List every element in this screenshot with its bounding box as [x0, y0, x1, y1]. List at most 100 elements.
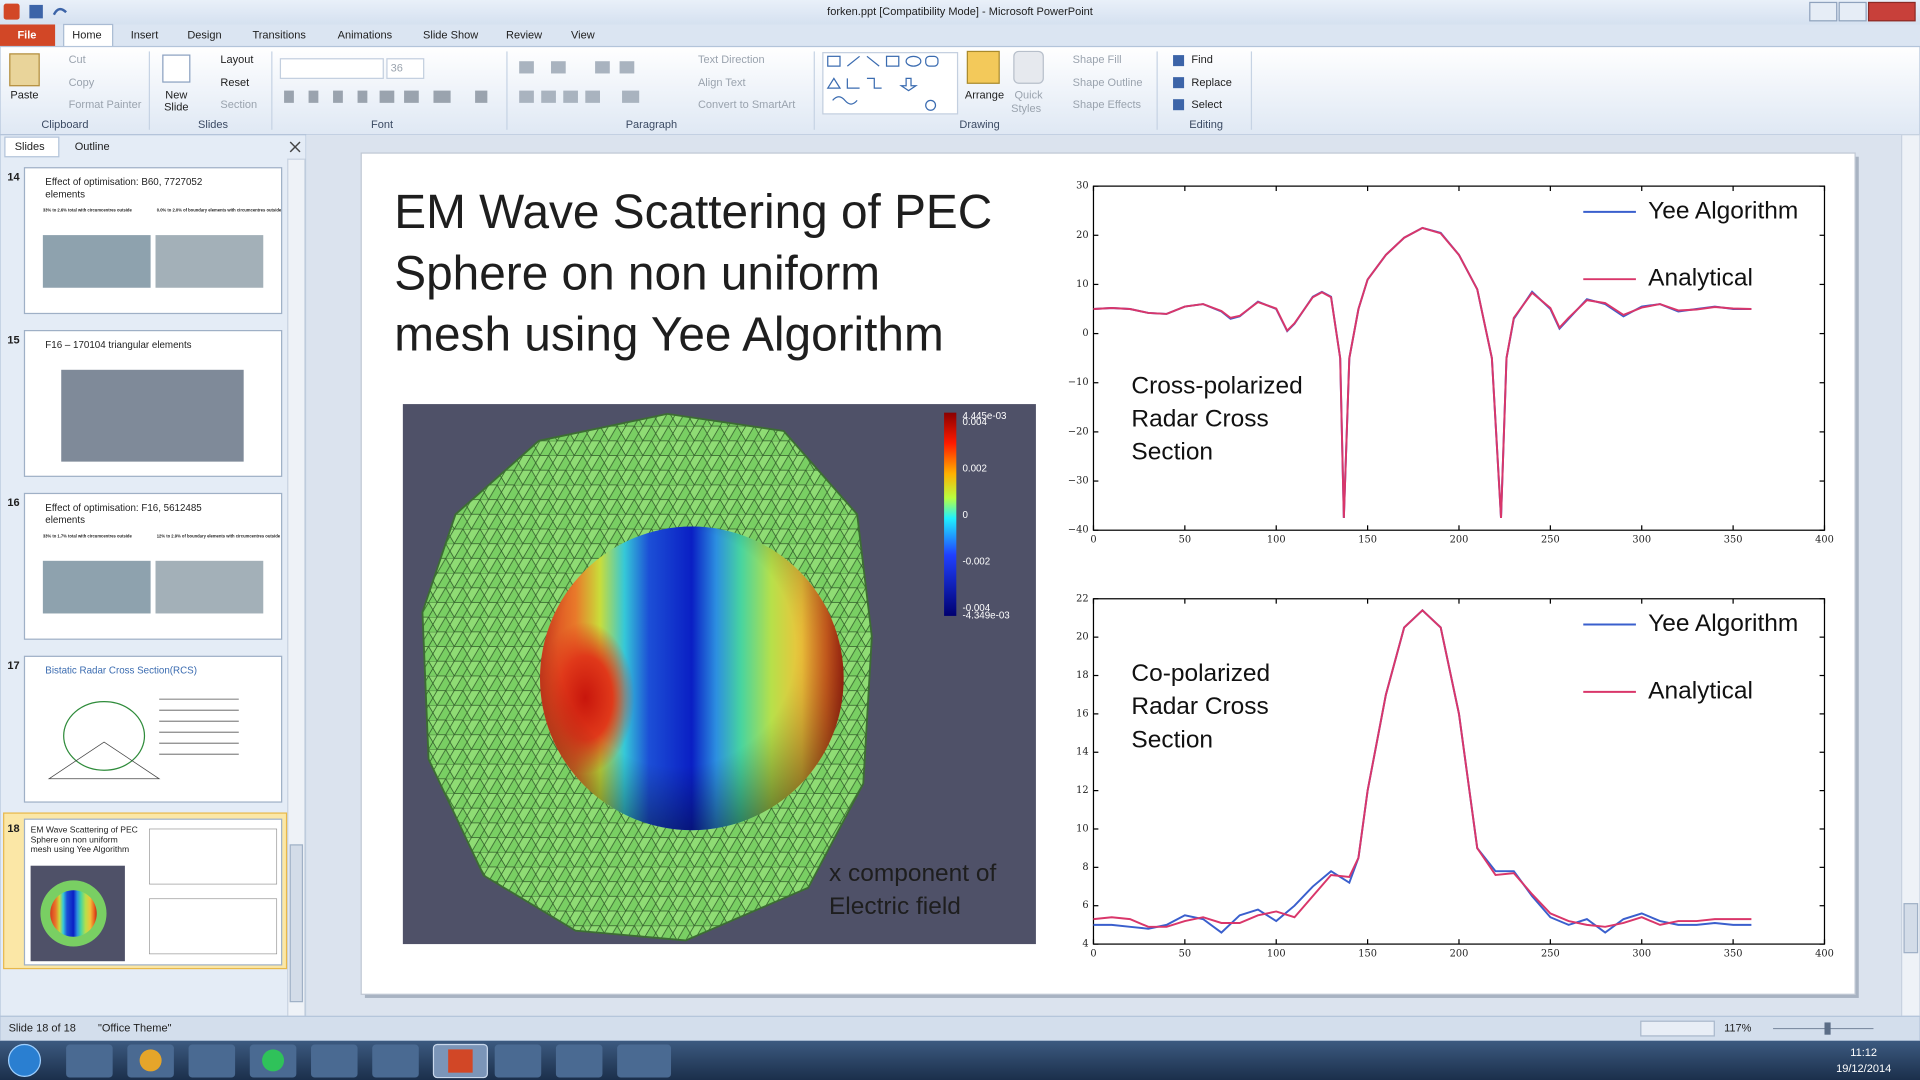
slide-thumbnail[interactable]: [23, 655, 283, 803]
chart-annotation: Co-polarized: [1131, 660, 1270, 687]
chart-annotation: Radar Cross: [1131, 405, 1268, 432]
format-painter-button[interactable]: Format Painter: [69, 99, 142, 111]
cut-button[interactable]: Cut: [69, 54, 86, 66]
group-label: Clipboard: [41, 119, 88, 131]
ribbon-tab[interactable]: Transitions: [252, 29, 306, 41]
font-size[interactable]: 36: [391, 62, 403, 74]
x-tick-label: 0: [1090, 535, 1096, 546]
image-caption: Electric field: [829, 893, 961, 920]
new-slide-label[interactable]: New: [165, 89, 187, 101]
clock-time[interactable]: 11:12: [1850, 1047, 1877, 1059]
thumbnail-title: elements: [45, 515, 85, 526]
ribbon-tab[interactable]: File: [17, 29, 36, 41]
thumbnail-image: [61, 369, 244, 462]
find-button[interactable]: Find: [1191, 54, 1212, 66]
clock-date[interactable]: 19/12/2014: [1836, 1063, 1891, 1075]
thumbnail-image: [42, 560, 151, 614]
x-tick-label: 50: [1179, 535, 1191, 546]
x-tick-label: 350: [1724, 948, 1743, 959]
reset-button[interactable]: Reset: [220, 77, 249, 89]
maximize-button[interactable]: [1838, 1, 1867, 22]
app-icon[interactable]: [3, 3, 20, 20]
ribbon-tab[interactable]: Insert: [131, 29, 159, 41]
chart-annotation: Section: [1131, 726, 1213, 753]
start-button[interactable]: [7, 1043, 42, 1077]
select-button[interactable]: Select: [1191, 99, 1222, 111]
quick-styles-icon[interactable]: [1013, 50, 1044, 84]
group-separators: [148, 51, 1253, 130]
x-tick-label: 100: [1267, 948, 1286, 959]
slide-number: 16: [7, 497, 19, 509]
slides-tab-bg: [4, 136, 60, 158]
view-buttons[interactable]: [1640, 1020, 1715, 1037]
outline-tab[interactable]: Outline: [75, 141, 110, 153]
thumbnail-title: Sphere on non uniform: [31, 834, 118, 844]
y-tick-label: −40: [1068, 525, 1089, 536]
legend-label: Yee Algorithm: [1648, 197, 1798, 224]
arrange-icon[interactable]: [966, 50, 1000, 84]
copy-button[interactable]: Copy: [69, 77, 95, 89]
thumbnail-title: Effect of optimisation: B60, 7727052: [45, 177, 202, 188]
font-size-box[interactable]: [386, 58, 425, 79]
shapes-gallery[interactable]: [822, 52, 959, 115]
thumbnail-note: 33% to 2.6% total with circumcentres out…: [43, 208, 133, 213]
thumbnail-diagram: [63, 701, 146, 771]
ribbon-tab[interactable]: Animations: [338, 29, 393, 41]
y-tick-label: 14: [1076, 747, 1088, 758]
x-tick-label: 0: [1090, 948, 1096, 959]
y-tick-label: 8: [1082, 862, 1088, 873]
ribbon-tab[interactable]: Home: [72, 29, 101, 41]
legend-label: Yee Algorithm: [1648, 610, 1798, 637]
paste-icon[interactable]: [9, 53, 40, 87]
y-tick-label: 18: [1076, 670, 1088, 681]
ribbon-tab[interactable]: View: [571, 29, 595, 41]
section-button[interactable]: Section: [220, 99, 257, 111]
minimize-button[interactable]: [1809, 1, 1838, 22]
new-slide-icon[interactable]: [162, 54, 191, 83]
x-tick-label: 150: [1358, 948, 1377, 959]
font-name-box[interactable]: [279, 58, 384, 79]
save-button[interactable]: [29, 4, 43, 19]
y-tick-label: 0: [1082, 328, 1088, 339]
colorbar-label: -4.349e-03: [962, 611, 1010, 622]
undo-button[interactable]: [52, 7, 67, 16]
text-direction-button[interactable]: Text Direction: [698, 54, 765, 66]
file-tab[interactable]: [0, 24, 56, 47]
font-buttons[interactable]: [284, 90, 488, 103]
pane-scroll-thumb[interactable]: [289, 844, 304, 1003]
close-button[interactable]: [1867, 1, 1916, 22]
paragraph-buttons[interactable]: [519, 61, 640, 103]
slide-scrollbar[interactable]: [1901, 134, 1920, 1017]
paste-label[interactable]: Paste: [10, 89, 38, 101]
convert-smartart-button[interactable]: Convert to SmartArt: [698, 99, 795, 111]
slides-tab[interactable]: Slides: [15, 141, 45, 153]
slide-title: Sphere on non uniform: [394, 247, 880, 300]
replace-button[interactable]: Replace: [1191, 77, 1231, 89]
align-text-button[interactable]: Align Text: [698, 77, 746, 89]
y-tick-label: 10: [1076, 279, 1088, 290]
layout-button[interactable]: Layout: [220, 54, 253, 66]
ribbon-tab[interactable]: Slide Show: [423, 29, 478, 41]
taskbar-apps[interactable]: [66, 1043, 672, 1079]
x-tick-label: 200: [1450, 535, 1469, 546]
thumbnail-image: [50, 890, 97, 937]
quick-styles-button[interactable]: Styles: [1011, 103, 1041, 115]
new-slide-label[interactable]: Slide: [164, 102, 188, 114]
legend-label: Analytical: [1648, 677, 1753, 704]
zoom-level[interactable]: 117%: [1724, 1022, 1752, 1034]
editing-icons: [1173, 55, 1185, 111]
zoom-thumb[interactable]: [1824, 1022, 1831, 1035]
thumbnail-title: mesh using Yee Algorithm: [31, 844, 130, 854]
shape-outline-button[interactable]: Shape Outline: [1073, 77, 1143, 89]
ribbon-tab[interactable]: Review: [506, 29, 542, 41]
ribbon-tab[interactable]: Design: [187, 29, 221, 41]
quick-styles-button[interactable]: Quick: [1014, 89, 1043, 101]
arrange-button[interactable]: Arrange: [965, 89, 1004, 101]
shape-fill-button[interactable]: Shape Fill: [1073, 54, 1122, 66]
pane-close[interactable]: [289, 141, 301, 153]
y-tick-label: 30: [1076, 181, 1088, 192]
shape-effects-button[interactable]: Shape Effects: [1073, 99, 1142, 111]
slide-scroll-thumb[interactable]: [1903, 903, 1919, 954]
series-line: [1093, 608, 1752, 928]
slide-number: 17: [7, 660, 19, 672]
